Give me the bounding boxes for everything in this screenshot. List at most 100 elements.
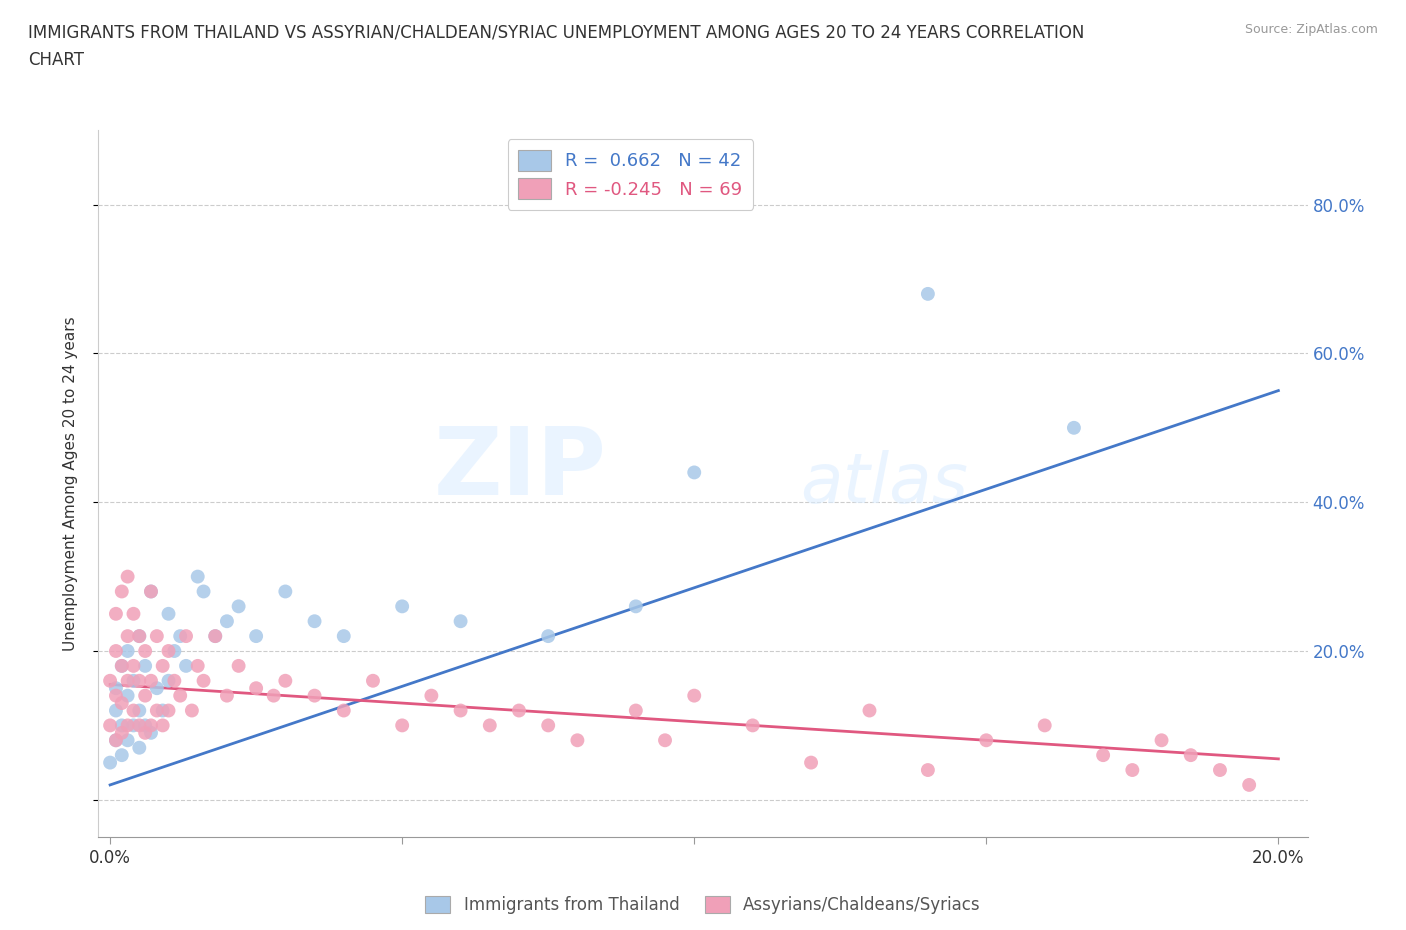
Point [139, 673, 162, 688]
Point [274, 673, 297, 688]
Point [128, 673, 150, 688]
Point [180, 703, 202, 718]
Point [204, 629, 226, 644]
Point [152, 703, 174, 718]
Point [117, 629, 139, 644]
Point [332, 703, 354, 718]
Point [800, 755, 823, 770]
Legend: Immigrants from Thailand, Assyrians/Chaldeans/Syriacs: Immigrants from Thailand, Assyrians/Chal… [419, 889, 987, 921]
Point [1063, 420, 1085, 435]
Point [98, 673, 121, 688]
Point [228, 599, 250, 614]
Point [128, 740, 150, 755]
Point [146, 629, 169, 644]
Point [245, 681, 267, 696]
Point [654, 733, 676, 748]
Point [1121, 763, 1143, 777]
Point [122, 606, 145, 621]
Point [157, 644, 180, 658]
Point [117, 673, 139, 688]
Point [204, 629, 226, 644]
Point [134, 644, 156, 658]
Point [128, 629, 150, 644]
Text: ZIP: ZIP [433, 423, 606, 515]
Point [122, 703, 145, 718]
Point [111, 658, 134, 673]
Point [111, 658, 134, 673]
Point [117, 688, 139, 703]
Point [1033, 718, 1056, 733]
Point [104, 606, 127, 621]
Point [1180, 748, 1202, 763]
Point [917, 763, 939, 777]
Point [104, 733, 127, 748]
Point [361, 673, 384, 688]
Point [117, 569, 139, 584]
Point [104, 733, 127, 748]
Point [332, 629, 354, 644]
Point [215, 688, 238, 703]
Point [187, 658, 209, 673]
Point [174, 629, 197, 644]
Point [1092, 748, 1115, 763]
Point [111, 748, 134, 763]
Point [152, 658, 174, 673]
Point [146, 703, 169, 718]
Point [174, 658, 197, 673]
Point [134, 688, 156, 703]
Point [450, 614, 472, 629]
Point [157, 606, 180, 621]
Point [111, 718, 134, 733]
Point [858, 703, 880, 718]
Point [128, 629, 150, 644]
Point [139, 725, 162, 740]
Text: CHART: CHART [28, 51, 84, 69]
Point [157, 703, 180, 718]
Point [1150, 733, 1173, 748]
Point [508, 703, 530, 718]
Point [98, 755, 121, 770]
Point [122, 718, 145, 733]
Point [146, 681, 169, 696]
Point [128, 703, 150, 718]
Point [683, 465, 706, 480]
Point [624, 703, 647, 718]
Point [741, 718, 763, 733]
Point [245, 629, 267, 644]
Point [624, 599, 647, 614]
Point [215, 614, 238, 629]
Point [1237, 777, 1260, 792]
Point [169, 629, 191, 644]
Point [537, 718, 560, 733]
Point [917, 286, 939, 301]
Point [104, 688, 127, 703]
Point [104, 703, 127, 718]
Point [117, 733, 139, 748]
Point [391, 599, 413, 614]
Point [134, 718, 156, 733]
Point [228, 658, 250, 673]
Point [117, 644, 139, 658]
Point [111, 696, 134, 711]
Point [478, 718, 501, 733]
Text: Source: ZipAtlas.com: Source: ZipAtlas.com [1244, 23, 1378, 36]
Point [567, 733, 589, 748]
Text: IMMIGRANTS FROM THAILAND VS ASSYRIAN/CHALDEAN/SYRIAC UNEMPLOYMENT AMONG AGES 20 : IMMIGRANTS FROM THAILAND VS ASSYRIAN/CHA… [28, 23, 1084, 41]
Point [263, 688, 285, 703]
Point [111, 584, 134, 599]
Point [193, 673, 215, 688]
Point [122, 658, 145, 673]
Y-axis label: Unemployment Among Ages 20 to 24 years: Unemployment Among Ages 20 to 24 years [63, 316, 77, 651]
Point [98, 718, 121, 733]
Point [163, 644, 186, 658]
Point [134, 725, 156, 740]
Point [111, 725, 134, 740]
Point [1209, 763, 1232, 777]
Point [304, 614, 326, 629]
Point [450, 703, 472, 718]
Point [169, 688, 191, 703]
Point [157, 673, 180, 688]
Point [274, 584, 297, 599]
Text: atlas: atlas [800, 450, 967, 517]
Point [193, 584, 215, 599]
